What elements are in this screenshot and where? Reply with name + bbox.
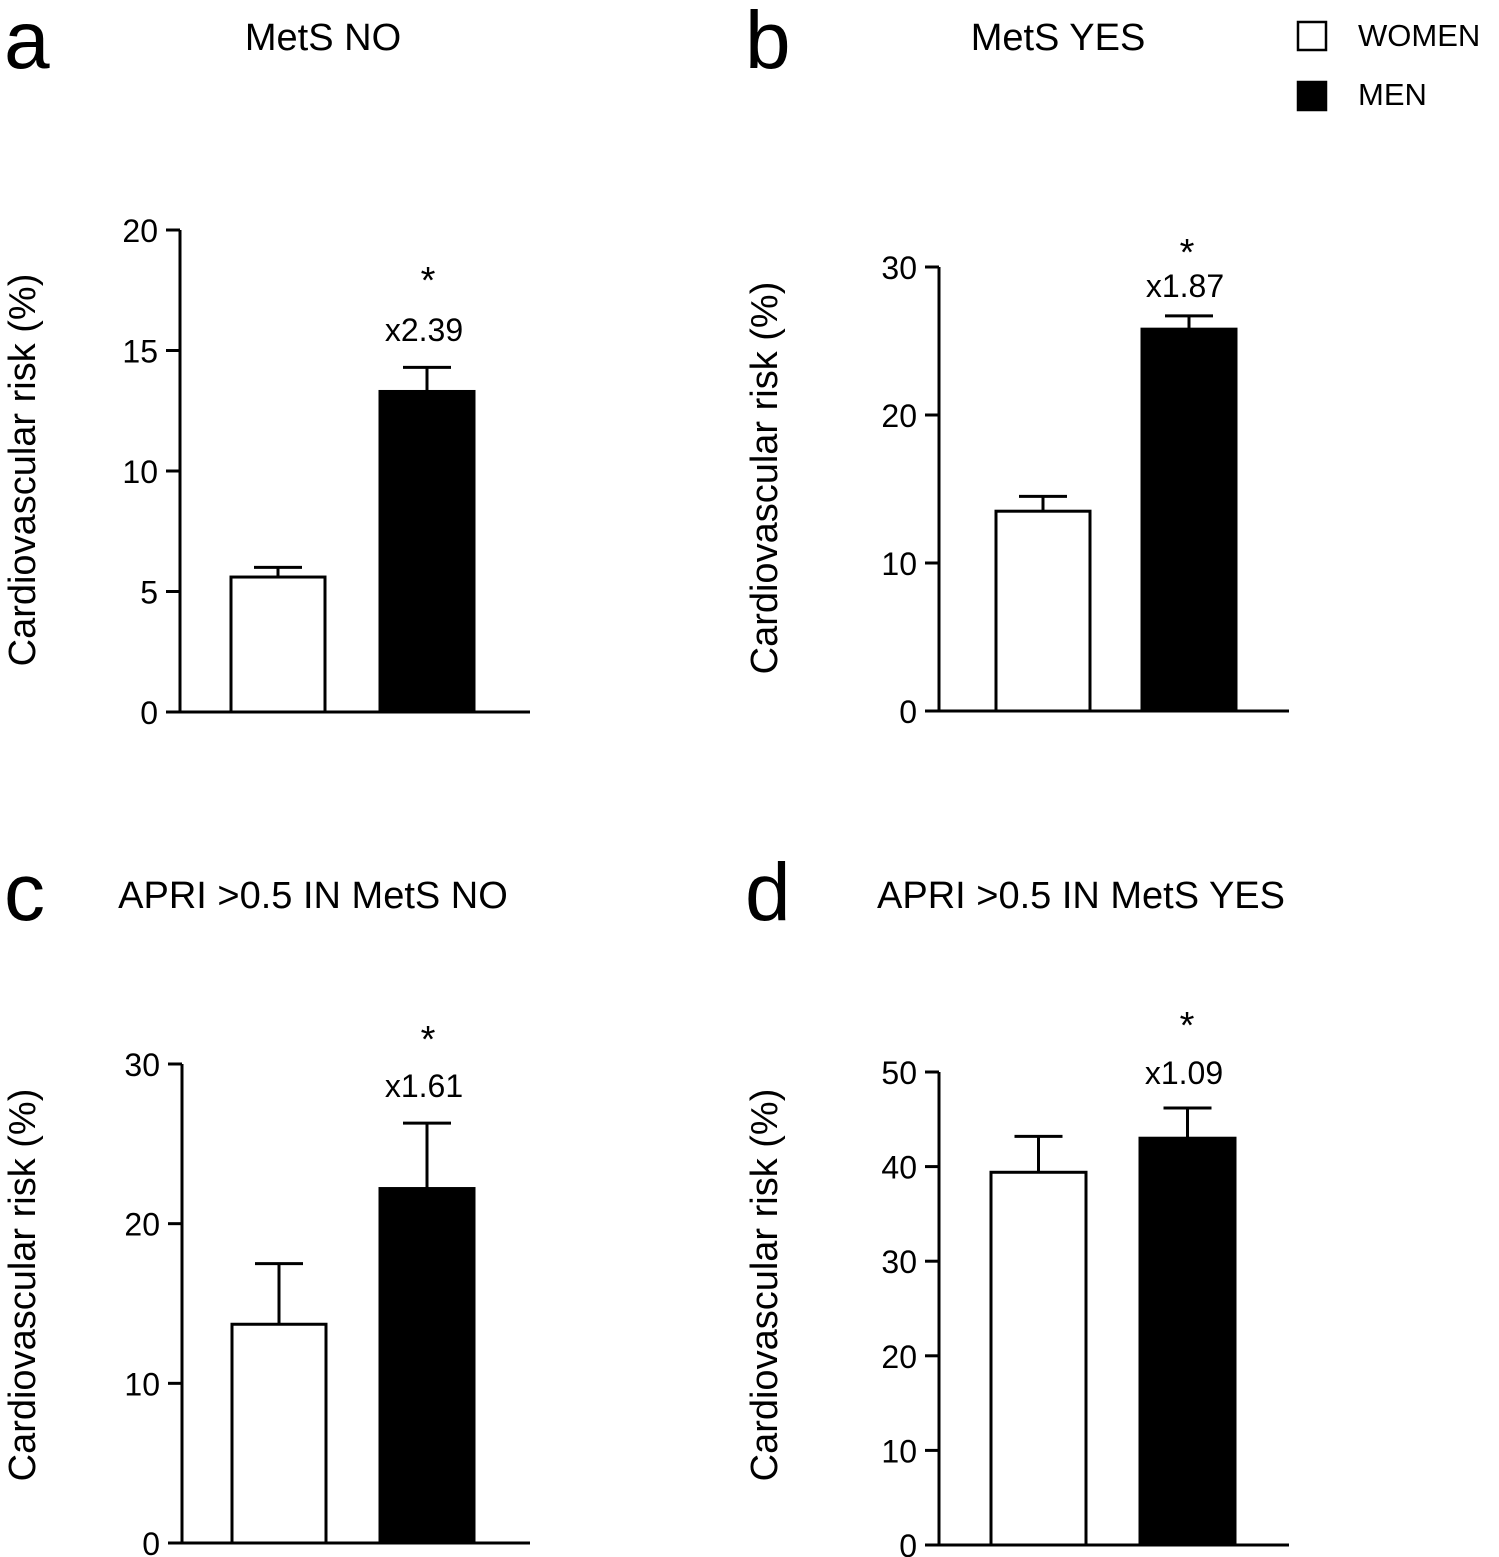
- legend-swatch-men: [1296, 80, 1328, 112]
- legend-swatch-women: [1296, 20, 1328, 52]
- panel-letter: c: [4, 847, 45, 938]
- y-tick-label: 10: [122, 454, 158, 490]
- bars: [230, 1121, 476, 1545]
- y-tick-label: 30: [124, 1047, 160, 1083]
- y-tick-label: 15: [122, 334, 158, 370]
- y-tick-label: 0: [899, 1528, 917, 1557]
- y-tick-label: 40: [881, 1150, 917, 1186]
- significance-star: *: [1180, 232, 1195, 274]
- y-tick-label: 5: [140, 575, 158, 611]
- legend-label-men: MEN: [1358, 77, 1427, 112]
- y-tick-label: 30: [881, 250, 917, 286]
- bar-men: [1140, 327, 1238, 713]
- y-tick-label: 20: [124, 1207, 160, 1243]
- y-axis-label: Cardiovascular risk (%): [744, 1089, 786, 1482]
- ratio-label: x1.09: [1145, 1055, 1223, 1091]
- y-tick-label: 30: [881, 1244, 917, 1280]
- panel-d: d APRI >0.5 IN MetS YES Cardiovascular r…: [744, 847, 1289, 1557]
- bar-women: [994, 509, 1092, 713]
- panel-a: a MetS NO Cardiovascular risk (%) 0 5 10 15…: [2, 0, 530, 731]
- significance-star: *: [1180, 1005, 1195, 1047]
- y-tick-label: 10: [124, 1366, 160, 1402]
- y-axis-label: Cardiovascular risk (%): [2, 274, 44, 667]
- panel-title: APRI >0.5 IN MetS YES: [877, 875, 1285, 917]
- bar-women: [989, 1170, 1088, 1547]
- panel-c: c APRI >0.5 IN MetS NO Cardiovascular ri…: [2, 847, 530, 1557]
- y-axis-label: Cardiovascular risk (%): [2, 1089, 44, 1482]
- panel-letter: b: [745, 0, 791, 86]
- y-ticks: 0 10 20 30: [881, 250, 939, 730]
- panel-title: MetS YES: [971, 17, 1146, 59]
- y-tick-label: 20: [881, 398, 917, 434]
- bar-women: [229, 575, 327, 714]
- bars: [994, 314, 1238, 713]
- y-tick-label: 10: [881, 546, 917, 582]
- panel-letter: d: [745, 847, 791, 938]
- panel-letter: a: [4, 0, 50, 86]
- bar-men: [1138, 1136, 1237, 1547]
- y-tick-label: 20: [122, 213, 158, 249]
- legend: WOMEN MEN: [1296, 18, 1480, 112]
- ratio-label: x1.87: [1146, 268, 1224, 304]
- y-tick-label: 50: [881, 1055, 917, 1091]
- panel-title: APRI >0.5 IN MetS NO: [118, 875, 508, 917]
- ratio-label: x2.39: [385, 312, 463, 348]
- y-ticks: 0 10 20 30 40 50: [881, 1055, 939, 1557]
- significance-star: *: [421, 260, 436, 302]
- legend-label-women: WOMEN: [1358, 18, 1480, 53]
- significance-star: *: [421, 1019, 436, 1061]
- ratio-label: x1.61: [385, 1068, 463, 1104]
- bars: [989, 1106, 1237, 1547]
- y-ticks: 0 10 20 30: [124, 1047, 182, 1557]
- panel-b: b MetS YES Cardiovascular risk (%) 0 10 20…: [744, 0, 1289, 730]
- y-tick-label: 0: [142, 1526, 160, 1557]
- bar-men: [378, 1187, 476, 1545]
- bar-women: [230, 1322, 328, 1545]
- y-ticks: 0 5 10 15 20: [122, 213, 180, 731]
- y-tick-label: 20: [881, 1339, 917, 1375]
- panel-title: MetS NO: [245, 17, 401, 59]
- y-tick-label: 10: [881, 1433, 917, 1469]
- bars: [229, 365, 476, 714]
- bar-men: [378, 389, 476, 714]
- y-tick-label: 0: [140, 695, 158, 731]
- y-tick-label: 0: [899, 694, 917, 730]
- y-axis-label: Cardiovascular risk (%): [744, 282, 786, 675]
